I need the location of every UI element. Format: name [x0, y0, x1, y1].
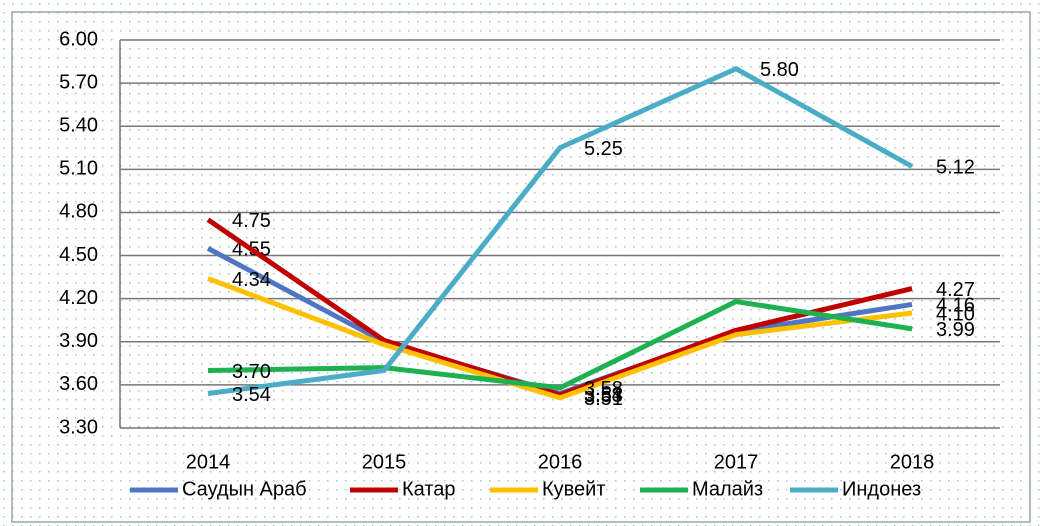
y-tick-label: 3.30 [59, 416, 98, 438]
y-tick-label: 3.90 [59, 330, 98, 352]
x-tick-label: 2018 [890, 451, 935, 473]
legend-label: Кувейт [542, 478, 606, 500]
legend-label: Малайз [692, 478, 763, 500]
data-label: 4.27 [936, 279, 975, 301]
data-label: 4.16 [936, 295, 975, 317]
y-tick-label: 4.20 [59, 287, 98, 309]
data-label: 3.51 [584, 388, 623, 410]
y-tick-label: 6.00 [59, 28, 98, 50]
data-label: 4.10 [936, 303, 975, 325]
y-tick-label: 4.50 [59, 244, 98, 266]
x-tick-label: 2015 [362, 451, 407, 473]
legend-label: Катар [402, 478, 456, 500]
data-label: 5.80 [760, 59, 799, 81]
line-series [207, 276, 913, 401]
data-label: 3.70 [232, 361, 271, 383]
data-label: 5.12 [936, 157, 975, 179]
line-series [206, 217, 913, 398]
y-tick-label: 5.10 [59, 158, 98, 180]
data-label: 3.53 [584, 385, 623, 407]
data-label: 3.54 [232, 384, 271, 406]
data-label: 4.34 [232, 269, 271, 291]
data-label: 3.99 [936, 319, 975, 341]
data-label: 3.58 [584, 378, 623, 400]
line-series [207, 66, 914, 396]
x-tick-label: 2014 [186, 451, 231, 473]
y-tick-label: 3.60 [59, 373, 98, 395]
legend-label: Индонез [842, 478, 921, 500]
frame [11, 11, 1031, 523]
data-label: 5.25 [584, 138, 623, 160]
y-tick-label: 5.70 [59, 71, 98, 93]
x-tick-label: 2016 [538, 451, 583, 473]
line-series [207, 299, 913, 391]
data-label: 4.75 [232, 210, 271, 232]
data-label: 3.54 [584, 384, 623, 406]
y-tick-label: 4.80 [59, 201, 98, 223]
legend-label: Саудын Араб [182, 478, 307, 500]
x-tick-label: 2017 [714, 451, 759, 473]
y-tick-label: 5.40 [59, 115, 98, 137]
